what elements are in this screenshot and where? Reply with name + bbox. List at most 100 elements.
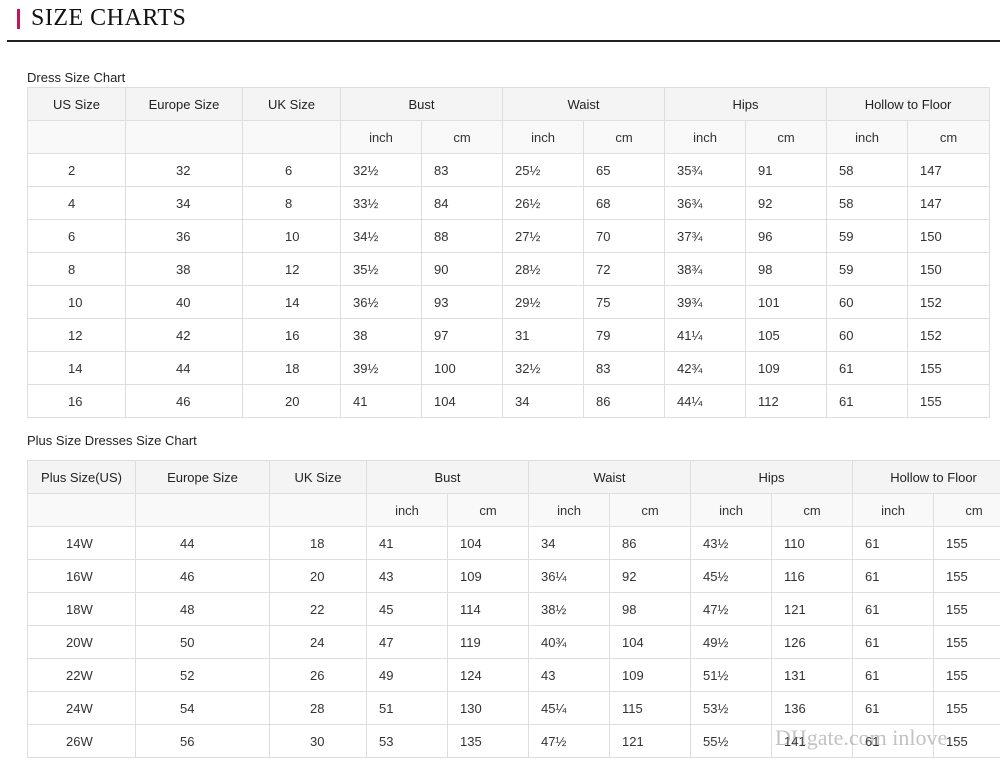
table-cell: 75 (583, 285, 666, 319)
column-group-header: Waist (528, 460, 692, 494)
table-cell: 20 (269, 559, 367, 593)
table-cell: 36½ (340, 285, 422, 319)
table-cell: 16 (27, 384, 126, 418)
table-cell: 72 (583, 252, 666, 286)
table-cell: 39¾ (664, 285, 747, 319)
table-cell: 61 (852, 526, 935, 560)
table-cell: 10 (27, 285, 126, 319)
table-cell: 56 (135, 724, 270, 758)
table-cell: 41¼ (664, 318, 747, 352)
column-group-header: Hips (664, 87, 828, 121)
table-cell: 155 (933, 559, 1000, 593)
table-cell: 41 (366, 526, 448, 560)
table-cell: 38 (340, 318, 422, 352)
table-cell: 100 (420, 351, 504, 385)
table-cell: 104 (609, 625, 692, 659)
table-row: 16W 46 20 43 109 36¼ 92 45½ 116 61 155 (27, 559, 1000, 593)
table-cell: 16W (27, 559, 136, 593)
table-cell: 61 (826, 351, 909, 385)
table-cell: 91 (745, 153, 828, 187)
table-cell: 47½ (528, 724, 611, 758)
empty-cell (269, 493, 367, 527)
column-group-header: Waist (502, 87, 666, 121)
table-cell: 42 (125, 318, 243, 352)
table-row: 24W 54 28 51 130 45¼ 115 53½ 136 61 155 (27, 691, 1000, 725)
table-cell: 126 (771, 625, 854, 659)
table-cell: 51 (366, 691, 448, 725)
table-row: 14W 44 18 41 104 34 86 43½ 110 61 155 (27, 526, 1000, 560)
table-cell: 34 (502, 384, 585, 418)
table-cell: 130 (446, 691, 530, 725)
table-cell: 26½ (502, 186, 585, 220)
table-cell: 109 (446, 559, 530, 593)
table-cell: 45¼ (528, 691, 611, 725)
table-cell: 121 (771, 592, 854, 626)
table-cell: 58 (826, 153, 909, 187)
unit-label: inch (852, 493, 935, 527)
table-row: 26W 56 30 53 135 47½ 121 55½ 141 61 155 (27, 724, 1000, 758)
unit-label: cm (933, 493, 1000, 527)
table-cell: 36 (125, 219, 243, 253)
table-cell: 150 (907, 252, 991, 286)
column-header: Europe Size (135, 460, 270, 494)
table-cell: 38¾ (664, 252, 747, 286)
table-cell: 83 (420, 153, 504, 187)
table-cell: 49½ (690, 625, 773, 659)
table-cell: 40¾ (528, 625, 611, 659)
table-cell: 25½ (502, 153, 585, 187)
table-cell: 135 (446, 724, 530, 758)
accent-bar (17, 9, 20, 29)
table-cell: 65 (583, 153, 666, 187)
table-row: 22W 52 26 49 124 43 109 51½ 131 61 155 (27, 658, 1000, 692)
table-cell: 86 (583, 384, 666, 418)
unit-label: cm (446, 493, 530, 527)
table-cell: 55½ (690, 724, 773, 758)
table-cell: 14 (27, 351, 126, 385)
table-cell: 96 (745, 219, 828, 253)
table-cell: 18W (27, 592, 136, 626)
table-row: 2 32 6 32½ 83 25½ 65 35¾ 91 58 147 (27, 153, 991, 187)
table-cell: 24 (269, 625, 367, 659)
plus-size-table: Plus Size(US) Europe Size UK Size Bust Waist… (27, 460, 1000, 758)
table-cell: 36¼ (528, 559, 611, 593)
table-cell: 58 (826, 186, 909, 220)
unit-label: inch (690, 493, 773, 527)
table-cell: 60 (826, 285, 909, 319)
table-cell: 121 (609, 724, 692, 758)
page-title: SIZE CHARTS (31, 5, 187, 31)
table-cell: 36¾ (664, 186, 747, 220)
table-cell: 22 (269, 592, 367, 626)
table-cell: 6 (242, 153, 341, 187)
unit-label: cm (583, 120, 666, 154)
table-cell: 43 (528, 658, 611, 692)
table-cell: 37¾ (664, 219, 747, 253)
table-cell: 20 (242, 384, 341, 418)
dress-chart-label: Dress Size Chart (27, 70, 126, 85)
empty-cell (27, 493, 136, 527)
table-cell: 155 (933, 724, 1000, 758)
table-cell: 152 (907, 318, 991, 352)
unit-label: inch (826, 120, 909, 154)
unit-label: cm (609, 493, 692, 527)
table-cell: 61 (852, 559, 935, 593)
table-cell: 32 (125, 153, 243, 187)
table-cell: 39½ (340, 351, 422, 385)
table-cell: 61 (852, 691, 935, 725)
table-cell: 50 (135, 625, 270, 659)
table-header-row: US Size Europe Size UK Size Bust Waist Hips Ho… (27, 87, 991, 121)
unit-label: inch (664, 120, 747, 154)
table-cell: 6 (27, 219, 126, 253)
table-cell: 31 (502, 318, 585, 352)
table-cell: 45 (366, 592, 448, 626)
table-cell: 42¾ (664, 351, 747, 385)
table-cell: 46 (125, 384, 243, 418)
table-cell: 53½ (690, 691, 773, 725)
table-cell: 93 (420, 285, 504, 319)
table-cell: 104 (446, 526, 530, 560)
table-cell: 98 (745, 252, 828, 286)
table-cell: 86 (609, 526, 692, 560)
column-header: UK Size (269, 460, 367, 494)
table-cell: 114 (446, 592, 530, 626)
table-cell: 43½ (690, 526, 773, 560)
empty-cell (242, 120, 341, 154)
